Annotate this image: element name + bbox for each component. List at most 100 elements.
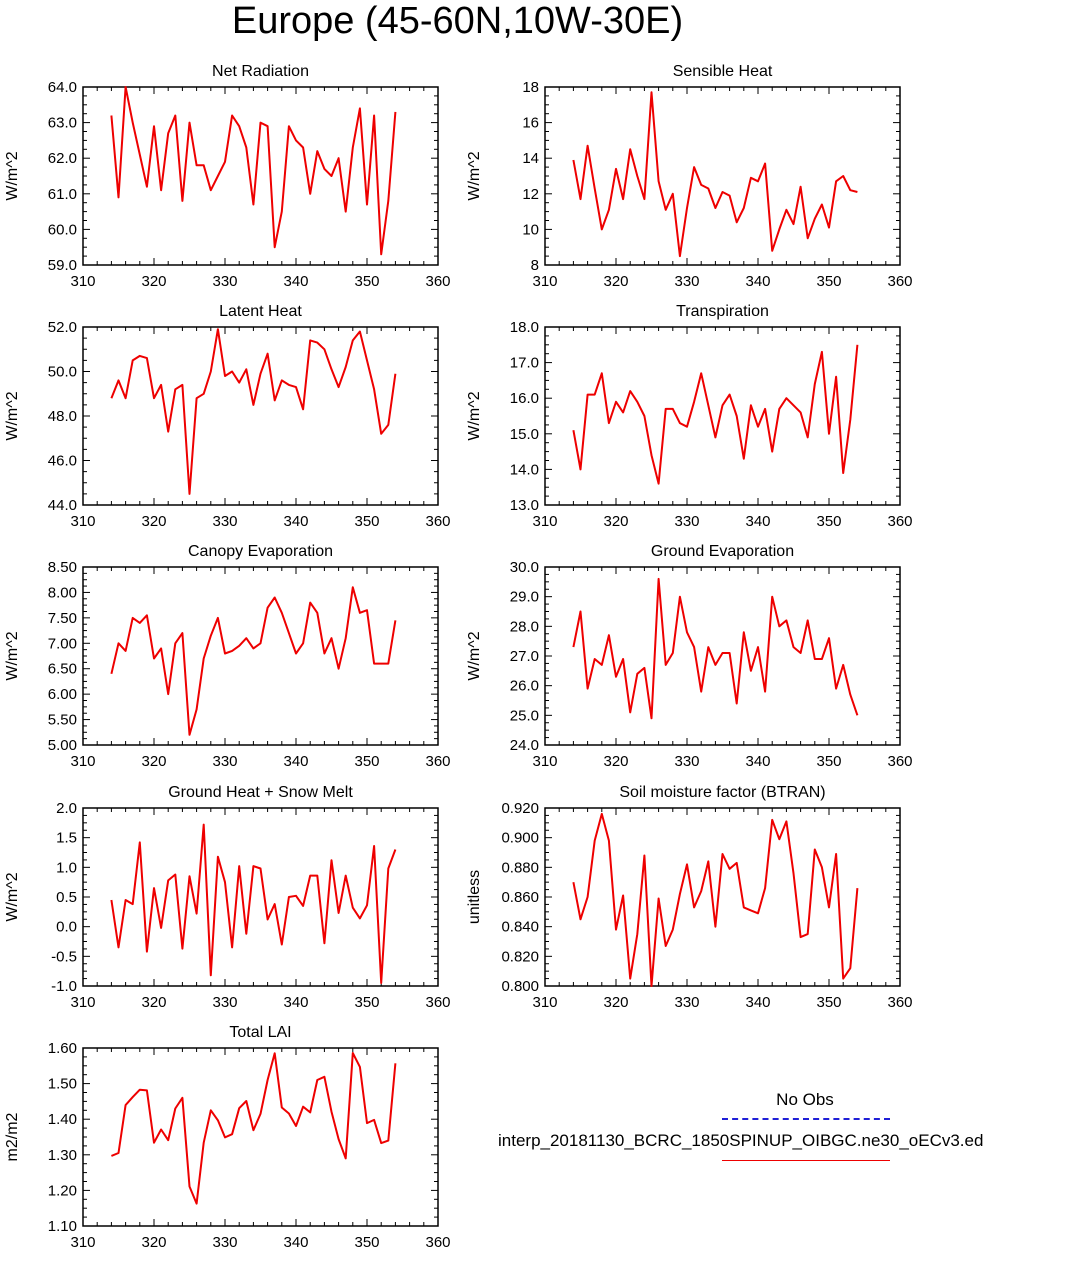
y-tick-label: 26.0 <box>510 678 539 695</box>
model-series-line <box>110 823 397 984</box>
plot-frame <box>544 807 901 987</box>
chart-title: Canopy Evaporation <box>188 543 333 560</box>
x-tick-label: 340 <box>745 513 770 530</box>
chart-panel: 310 320 330 340 350 360 1.10 1.20 1.30 1.40 1.50 1.… <box>4 1024 451 1251</box>
y-tick-label: 61.0 <box>48 186 77 203</box>
model-series-line <box>110 86 397 256</box>
y-tick-label: 1.60 <box>48 1040 77 1057</box>
x-tick-label: 350 <box>354 513 379 530</box>
x-tick-label: 360 <box>425 753 450 770</box>
chart-panel: 310 320 330 340 350 360 0.800 0.820 0.840 0.860 0.… <box>466 784 913 1011</box>
y-tick-label: 2.0 <box>56 800 77 817</box>
y-tick-label: 59.0 <box>48 257 77 274</box>
x-tick-label: 360 <box>887 273 912 290</box>
y-tick-label: 52.0 <box>48 319 77 336</box>
chart-panel: 310 320 330 340 350 360 5.00 5.50 6.00 6.50 7.00 7.… <box>4 543 451 770</box>
x-tick-label: 340 <box>745 273 770 290</box>
y-axis-label: W/m^2 <box>4 872 21 921</box>
x-tick-label: 310 <box>70 753 95 770</box>
y-axis-label: unitless <box>466 870 483 924</box>
plot-frame <box>82 326 439 506</box>
x-tick-label: 320 <box>603 513 628 530</box>
x-tick-label: 330 <box>212 753 237 770</box>
x-tick-label: 320 <box>603 994 628 1011</box>
y-tick-label: 14 <box>522 150 539 167</box>
x-tick-label: 310 <box>70 994 95 1011</box>
x-tick-label: 330 <box>674 273 699 290</box>
model-series-line <box>110 586 397 736</box>
y-tick-label: 0.840 <box>501 919 539 936</box>
y-tick-label: 30.0 <box>510 559 539 576</box>
x-tick-label: 330 <box>212 994 237 1011</box>
y-tick-label: 44.0 <box>48 497 77 514</box>
model-series-line <box>572 577 859 720</box>
y-tick-label: 64.0 <box>48 79 77 96</box>
y-tick-label: 0.860 <box>501 889 539 906</box>
y-tick-label: 24.0 <box>510 737 539 754</box>
y-tick-label: 14.0 <box>510 461 539 478</box>
y-tick-label: 18 <box>522 79 539 96</box>
y-tick-label: 29.0 <box>510 589 539 606</box>
y-tick-label: 1.30 <box>48 1147 77 1164</box>
y-axis-label: W/m^2 <box>4 631 21 680</box>
plot-frame <box>82 807 439 987</box>
y-tick-label: 62.0 <box>48 150 77 167</box>
x-tick-label: 350 <box>354 753 379 770</box>
y-tick-label: 8.50 <box>48 559 77 576</box>
x-tick-label: 360 <box>887 513 912 530</box>
x-tick-label: 340 <box>283 1234 308 1251</box>
chart-panel: 310 320 330 340 350 360 24.0 25.0 26.0 27.0 28.0 29… <box>466 543 913 770</box>
y-tick-label: 63.0 <box>48 115 77 132</box>
y-tick-label: 0.820 <box>501 948 539 965</box>
y-tick-label: 0.920 <box>501 800 539 817</box>
page-title: Europe (45-60N,10W-30E) <box>231 0 684 42</box>
plot-frame <box>82 566 439 746</box>
y-tick-label: 1.5 <box>56 830 77 847</box>
y-axis-label: W/m^2 <box>466 391 483 440</box>
y-tick-label: 0.800 <box>501 978 539 995</box>
y-tick-label: 25.0 <box>510 707 539 724</box>
y-tick-label: 13.0 <box>510 497 539 514</box>
y-tick-label: 0.5 <box>56 889 77 906</box>
y-tick-label: 1.50 <box>48 1076 77 1093</box>
y-tick-label: 5.50 <box>48 712 77 729</box>
x-tick-label: 320 <box>603 273 628 290</box>
x-tick-label: 350 <box>354 994 379 1011</box>
x-tick-label: 360 <box>887 994 912 1011</box>
y-tick-label: 18.0 <box>510 319 539 336</box>
y-tick-label: 27.0 <box>510 648 539 665</box>
y-tick-label: 1.20 <box>48 1182 77 1199</box>
y-tick-label: 17.0 <box>510 355 539 372</box>
y-axis-label: W/m^2 <box>466 151 483 200</box>
x-tick-label: 330 <box>212 1234 237 1251</box>
chart-title: Ground Evaporation <box>651 543 794 560</box>
x-tick-label: 330 <box>212 273 237 290</box>
x-tick-label: 330 <box>212 513 237 530</box>
y-tick-label: 10 <box>522 221 539 238</box>
plot-frame <box>544 566 901 746</box>
chart-title: Transpiration <box>676 303 769 320</box>
y-tick-label: 6.50 <box>48 661 77 678</box>
x-tick-label: 320 <box>141 753 166 770</box>
x-tick-label: 350 <box>354 1234 379 1251</box>
x-tick-label: 310 <box>532 513 557 530</box>
x-tick-label: 360 <box>425 513 450 530</box>
y-tick-label: 28.0 <box>510 618 539 635</box>
x-tick-label: 310 <box>532 994 557 1011</box>
y-axis-label: W/m^2 <box>4 391 21 440</box>
x-tick-label: 350 <box>816 753 841 770</box>
y-tick-label: 16.0 <box>510 390 539 407</box>
y-axis-label: W/m^2 <box>4 151 21 200</box>
x-tick-label: 310 <box>532 273 557 290</box>
x-tick-label: 330 <box>674 753 699 770</box>
x-tick-label: 310 <box>70 1234 95 1251</box>
x-tick-label: 320 <box>141 513 166 530</box>
x-tick-label: 340 <box>283 273 308 290</box>
x-tick-label: 310 <box>70 273 95 290</box>
chart-panel: 310 320 330 340 350 360 13.0 14.0 15.0 16.0 17.0 18… <box>466 303 913 530</box>
model-series-line <box>110 328 397 495</box>
x-tick-label: 340 <box>745 994 770 1011</box>
x-tick-label: 360 <box>425 994 450 1011</box>
chart-panel: 310 320 330 340 350 360 44.0 46.0 48.0 50.0 52.0 La… <box>4 303 451 530</box>
